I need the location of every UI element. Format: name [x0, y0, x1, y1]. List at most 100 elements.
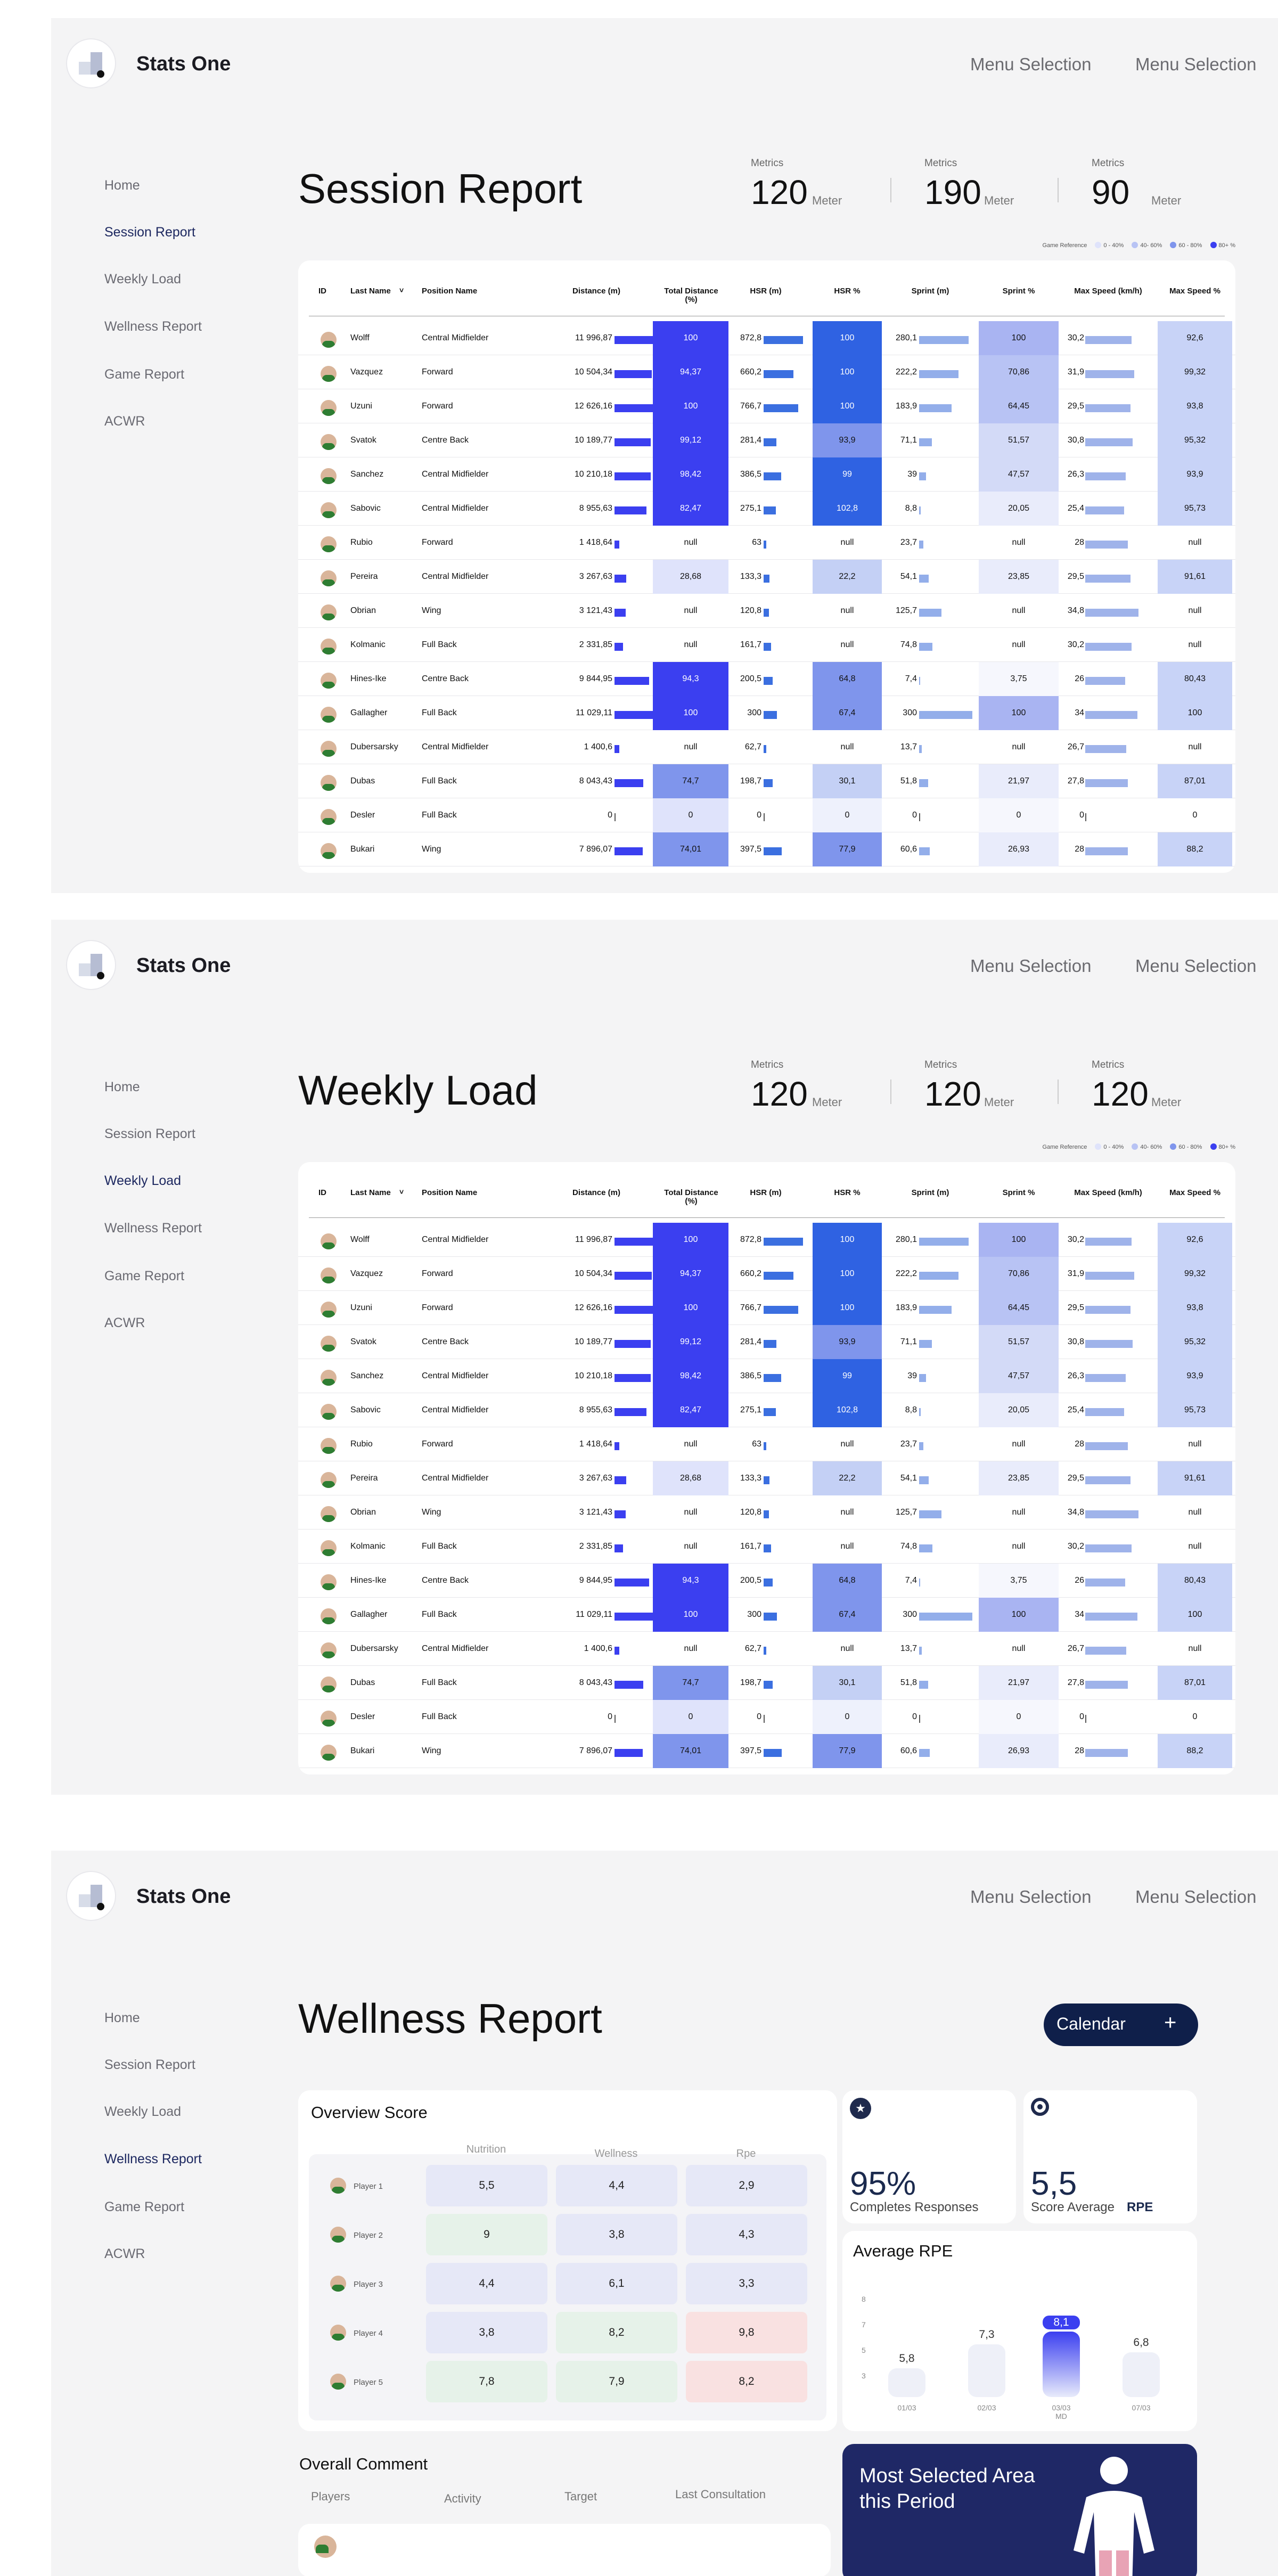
column-header[interactable]: HSR (m): [750, 287, 782, 296]
column-header[interactable]: Distance (m): [572, 287, 621, 296]
table-row[interactable]: Wolff Central Midfielder 11 996,87 872,8 280…: [298, 321, 1235, 355]
nav-weekly-load[interactable]: Weekly Load: [104, 2104, 182, 2119]
column-header[interactable]: Distance (m): [572, 1188, 621, 1197]
nav-session-report[interactable]: Session Report: [104, 225, 195, 240]
nav-weekly-load[interactable]: Weekly Load: [104, 1173, 182, 1188]
overview-score-cell[interactable]: 4,4: [556, 2165, 677, 2206]
sort-icon[interactable]: ˅: [399, 1188, 404, 1196]
table-row[interactable]: Pereira Central Midfielder 3 267,63 133,3 54…: [298, 1461, 1235, 1495]
nav-acwr[interactable]: ACWR: [104, 1315, 145, 1330]
nav-wellness-report[interactable]: Wellness Report: [104, 2152, 202, 2166]
menu-selection-2[interactable]: Menu Selection: [1135, 54, 1257, 74]
table-row[interactable]: Hines-Ike Centre Back 9 844,95 200,5 7,4 26 94…: [298, 662, 1235, 696]
table-row[interactable]: Uzuni Forward 12 626,16 766,7 183,9 29,5 100 10…: [298, 1291, 1235, 1325]
table-row[interactable]: Kolmanic Full Back 2 331,85 161,7 74,8 30,2 nu…: [298, 1530, 1235, 1564]
table-row[interactable]: Dubas Full Back 8 043,43 198,7 51,8 27,8 74,7 3…: [298, 764, 1235, 798]
nav-home[interactable]: Home: [104, 1080, 140, 1094]
app-logo[interactable]: [67, 1872, 115, 1920]
nav-wellness-report[interactable]: Wellness Report: [104, 1221, 202, 1236]
overview-score-cell[interactable]: 3,3: [686, 2263, 807, 2304]
overview-score-cell[interactable]: 9: [426, 2214, 547, 2255]
column-header[interactable]: Sprint (m): [911, 287, 949, 296]
table-row[interactable]: Desler Full Back 0 0 0 0 0 0 0 0: [298, 1700, 1235, 1734]
column-header[interactable]: Total Distance (%): [664, 1188, 718, 1206]
nav-session-report[interactable]: Session Report: [104, 1126, 195, 1141]
table-row[interactable]: Dubas Full Back 8 043,43 198,7 51,8 27,8 74,7 3…: [298, 1666, 1235, 1700]
table-row[interactable]: Dubersarsky Central Midfielder 1 400,6 62,7…: [298, 1632, 1235, 1666]
table-row[interactable]: Rubio Forward 1 418,64 63 23,7 28 null null null…: [298, 526, 1235, 560]
table-row[interactable]: Svatok Centre Back 10 189,77 281,4 71,1 30,8 9…: [298, 1325, 1235, 1359]
table-row[interactable]: Sanchez Central Midfielder 10 210,18 386,5 3…: [298, 1359, 1235, 1393]
table-row[interactable]: Dubersarsky Central Midfielder 1 400,6 62,7…: [298, 730, 1235, 764]
column-header[interactable]: Position Name: [422, 1188, 478, 1197]
table-row[interactable]: Bukari Wing 7 896,07 397,5 60,6 28 74,01 77,9 26…: [298, 1734, 1235, 1768]
table-row[interactable]: Sabovic Central Midfielder 8 955,63 275,1 8,…: [298, 1393, 1235, 1427]
nav-acwr[interactable]: ACWR: [104, 2246, 145, 2261]
rpe-bar[interactable]: [1123, 2352, 1160, 2397]
nav-home[interactable]: Home: [104, 2010, 140, 2025]
nav-acwr[interactable]: ACWR: [104, 414, 145, 429]
overview-score-cell[interactable]: 5,5: [426, 2165, 547, 2206]
calendar-button[interactable]: Calendar +: [1044, 2003, 1198, 2046]
overview-score-cell[interactable]: 7,8: [426, 2361, 547, 2402]
overview-score-cell[interactable]: 3,8: [556, 2214, 677, 2255]
table-row[interactable]: Gallagher Full Back 11 029,11 300 300 34 100 67…: [298, 696, 1235, 730]
table-row[interactable]: Vazquez Forward 10 504,34 660,2 222,2 31,9 94,…: [298, 1257, 1235, 1291]
table-row[interactable]: Pereira Central Midfielder 3 267,63 133,3 54…: [298, 560, 1235, 594]
table-row[interactable]: Wolff Central Midfielder 11 996,87 872,8 280…: [298, 1223, 1235, 1257]
table-row[interactable]: Desler Full Back 0 0 0 0 0 0 0 0: [298, 798, 1235, 832]
table-row[interactable]: Svatok Centre Back 10 189,77 281,4 71,1 30,8 9…: [298, 423, 1235, 457]
overview-score-cell[interactable]: 2,9: [686, 2165, 807, 2206]
table-row[interactable]: Uzuni Forward 12 626,16 766,7 183,9 29,5 100 10…: [298, 389, 1235, 423]
table-row[interactable]: Obrian Wing 3 121,43 120,8 125,7 34,8 null null…: [298, 1495, 1235, 1530]
nav-game-report[interactable]: Game Report: [104, 2199, 185, 2214]
table-row[interactable]: Kolmanic Full Back 2 331,85 161,7 74,8 30,2 nu…: [298, 628, 1235, 662]
nav-home[interactable]: Home: [104, 178, 140, 193]
table-row[interactable]: Vazquez Forward 10 504,34 660,2 222,2 31,9 94,…: [298, 355, 1235, 389]
table-row[interactable]: Sabovic Central Midfielder 8 955,63 275,1 8,…: [298, 492, 1235, 526]
column-header[interactable]: HSR (m): [750, 1188, 782, 1197]
menu-selection-2[interactable]: Menu Selection: [1135, 1887, 1257, 1907]
column-header[interactable]: Max Speed (km/h): [1074, 287, 1142, 296]
table-row[interactable]: Gallagher Full Back 11 029,11 300 300 34 100 67…: [298, 1598, 1235, 1632]
overview-score-cell[interactable]: 7,9: [556, 2361, 677, 2402]
rpe-bar[interactable]: [968, 2344, 1005, 2397]
overview-score-cell[interactable]: 4,3: [686, 2214, 807, 2255]
sort-icon[interactable]: ˅: [399, 286, 404, 295]
column-header[interactable]: ID: [318, 287, 326, 296]
comment-row[interactable]: [298, 2524, 831, 2576]
column-header[interactable]: HSR %: [834, 287, 861, 296]
overview-score-cell[interactable]: 8,2: [556, 2312, 677, 2353]
column-header[interactable]: Position Name: [422, 287, 478, 296]
overview-score-cell[interactable]: 9,8: [686, 2312, 807, 2353]
column-header[interactable]: Max Speed (km/h): [1074, 1188, 1142, 1197]
app-logo[interactable]: [67, 941, 115, 989]
app-logo[interactable]: [67, 39, 115, 87]
rpe-bar[interactable]: [888, 2368, 925, 2397]
column-header[interactable]: Last Name: [350, 287, 391, 296]
column-header[interactable]: Max Speed %: [1169, 287, 1220, 296]
menu-selection-1[interactable]: Menu Selection: [970, 1887, 1092, 1907]
nav-game-report[interactable]: Game Report: [104, 367, 185, 382]
column-header[interactable]: Max Speed %: [1169, 1188, 1220, 1197]
column-header[interactable]: Last Name: [350, 1188, 391, 1197]
nav-weekly-load[interactable]: Weekly Load: [104, 272, 182, 287]
table-row[interactable]: Hines-Ike Centre Back 9 844,95 200,5 7,4 26 94…: [298, 1564, 1235, 1598]
column-header[interactable]: Total Distance (%): [664, 287, 718, 304]
rpe-bar[interactable]: [1043, 2332, 1080, 2397]
nav-session-report[interactable]: Session Report: [104, 2057, 195, 2072]
table-row[interactable]: Bukari Wing 7 896,07 397,5 60,6 28 74,01 77,9 26…: [298, 832, 1235, 866]
table-row[interactable]: Obrian Wing 3 121,43 120,8 125,7 34,8 null null…: [298, 594, 1235, 628]
nav-wellness-report[interactable]: Wellness Report: [104, 319, 202, 334]
column-header[interactable]: ID: [318, 1188, 326, 1197]
menu-selection-1[interactable]: Menu Selection: [970, 54, 1092, 74]
menu-selection-1[interactable]: Menu Selection: [970, 956, 1092, 976]
column-header[interactable]: HSR %: [834, 1188, 861, 1197]
table-row[interactable]: Rubio Forward 1 418,64 63 23,7 28 null null null…: [298, 1427, 1235, 1461]
overview-score-cell[interactable]: 3,8: [426, 2312, 547, 2353]
column-header[interactable]: Sprint %: [1002, 287, 1035, 296]
overview-score-cell[interactable]: 4,4: [426, 2263, 547, 2304]
overview-score-cell[interactable]: 8,2: [686, 2361, 807, 2402]
column-header[interactable]: Sprint (m): [911, 1188, 949, 1197]
table-row[interactable]: Sanchez Central Midfielder 10 210,18 386,5 3…: [298, 457, 1235, 492]
